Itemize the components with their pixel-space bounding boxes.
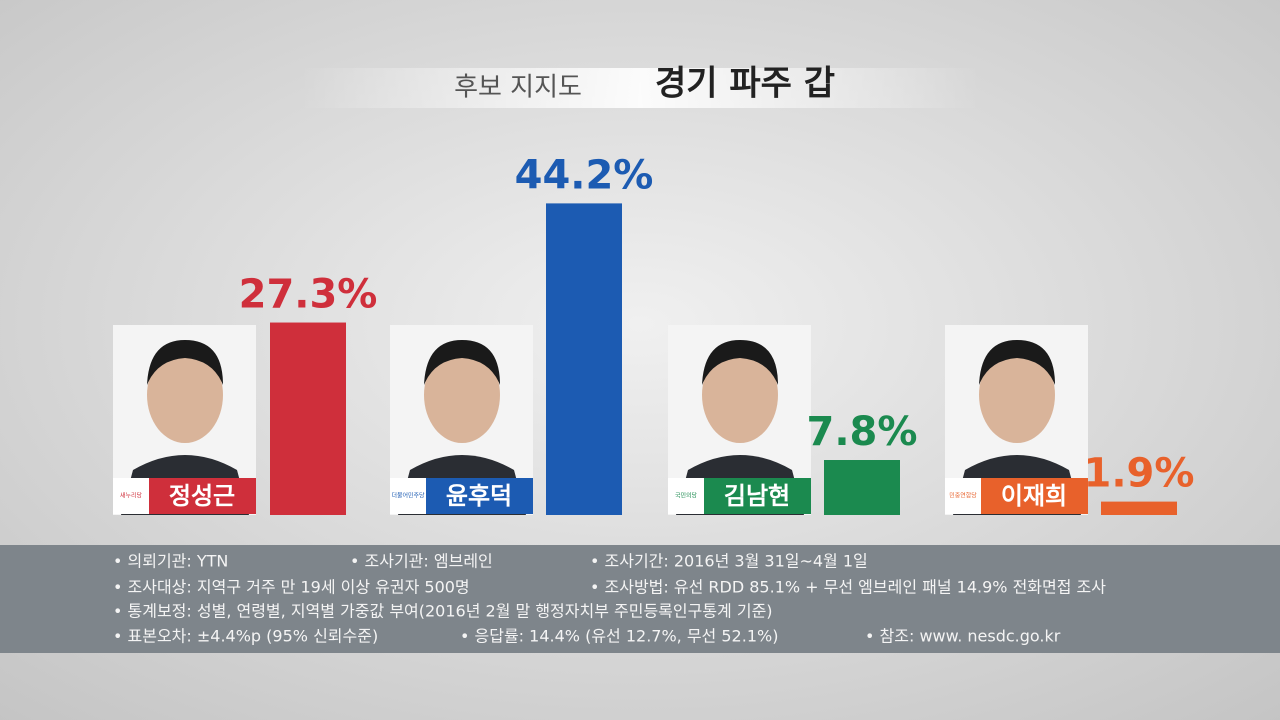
note: • 참조: www. nesdc.go.kr [865,627,1061,646]
party-name: 국민의당 [675,492,698,500]
value-label: 1.9% [1084,451,1195,497]
bar [1101,501,1177,515]
photo-hair [702,340,778,385]
party-name: 새누리당 [120,492,143,500]
photo-head [147,347,223,443]
candidate-name: 이재희 [1001,482,1067,510]
party-logo-box [113,478,149,514]
bar [270,322,346,515]
photo-head [702,347,778,443]
chart-title: 후보 지지도 [454,73,582,103]
name-plate [981,478,1088,514]
bar [546,203,622,515]
party-name: 민중연합당 [949,492,977,500]
photo-hair [424,340,500,385]
candidate-name: 정성근 [169,482,235,510]
note: • 조사기관: 엠브레인 [350,552,493,571]
party-logo-box [390,478,426,514]
photo-hair [979,340,1055,385]
photo-head [979,347,1055,443]
candidate-name: 윤후덕 [446,482,512,510]
note: • 통계보정: 성별, 연령별, 지역별 가중값 부여(2016년 2월 말 행… [113,602,773,621]
party-logo-box [668,478,704,514]
bar [824,460,900,515]
notes-band [0,545,1280,653]
party-logo-box [945,478,981,514]
note: • 응답률: 14.4% (유선 12.7%, 무선 52.1%) [460,627,778,646]
note: • 조사대상: 지역구 거주 만 19세 이상 유권자 500명 [113,578,470,597]
note: • 의뢰기관: YTN [113,552,228,571]
chart-subtitle: 경기 파주 갑 [655,64,835,104]
value-label: 7.8% [807,409,918,455]
value-label: 27.3% [239,272,378,318]
photo-hair [147,340,223,385]
note: • 조사방법: 유선 RDD 85.1% + 무선 엠브레인 패널 14.9% … [590,578,1106,597]
name-plate [426,478,533,514]
name-plate [704,478,811,514]
note: • 표본오차: ±4.4%p (95% 신뢰수준) [113,627,378,646]
note: • 조사기간: 2016년 3월 31일~4월 1일 [590,552,868,571]
name-plate [149,478,256,514]
photo-head [424,347,500,443]
party-name: 더불어민주당 [391,492,425,500]
candidate-name: 김남현 [724,482,790,510]
title-strip [300,68,980,108]
value-label: 44.2% [515,152,654,198]
